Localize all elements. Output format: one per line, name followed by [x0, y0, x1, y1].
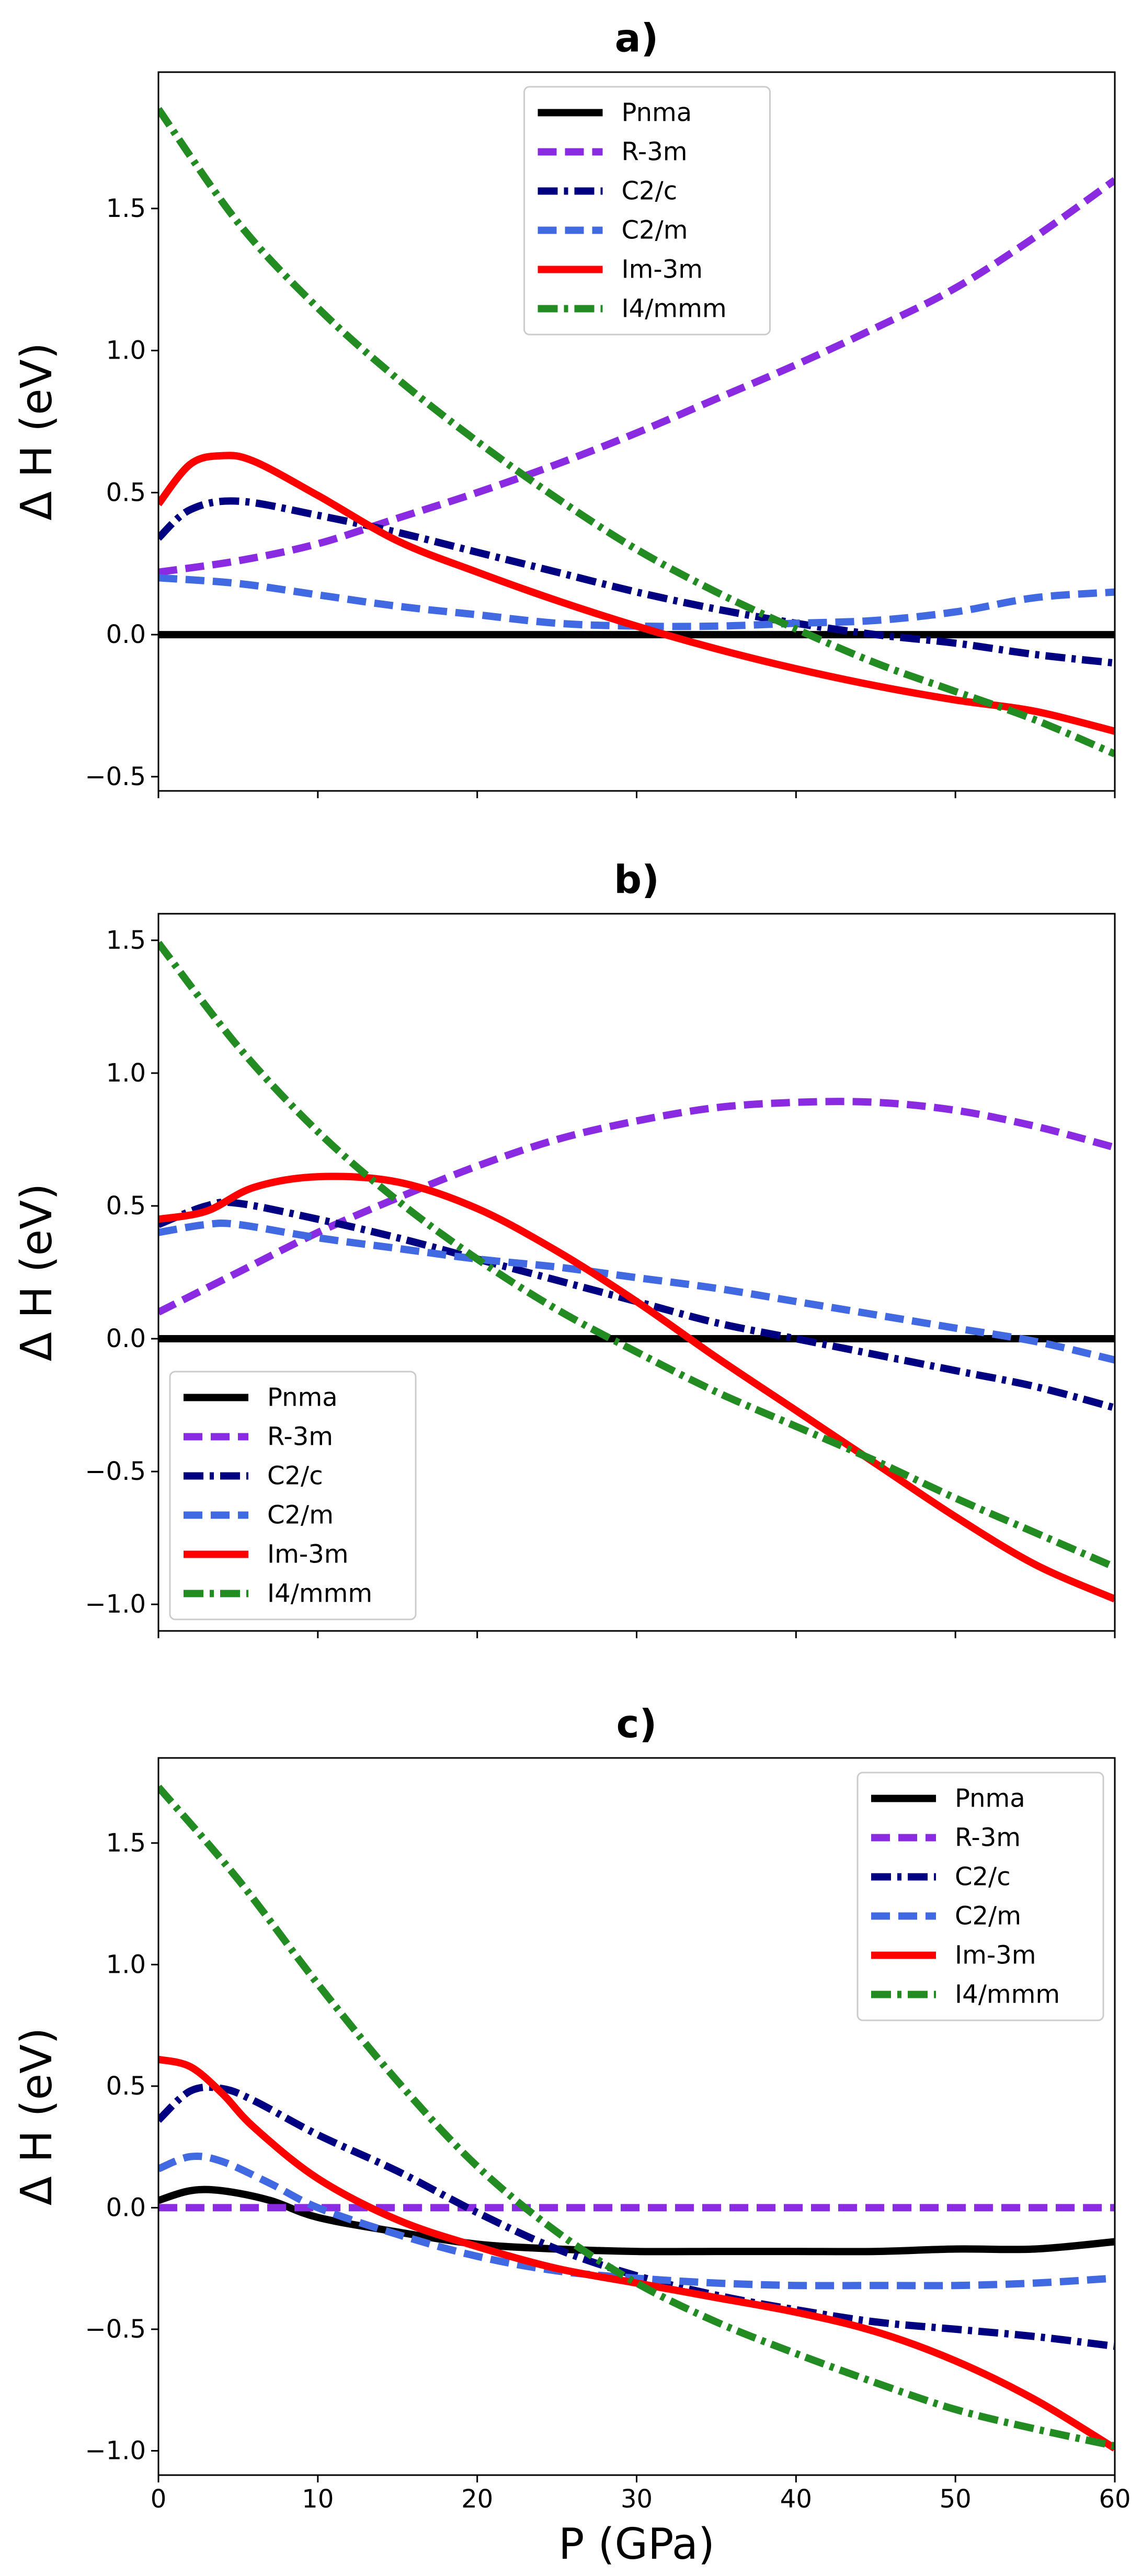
panel-b-ytick-label: −0.5: [85, 1457, 146, 1486]
panel-a-line-c2-c: [158, 497, 1115, 667]
panel-a-ylabel: Δ H (eV): [12, 342, 62, 520]
panel-a-series: [158, 107, 1115, 757]
panel-b-line-r-3m: [158, 1098, 1115, 1316]
panel-b-legend-label-im-3m: Im-3m: [267, 1540, 349, 1569]
panel-b-ylabel: Δ H (eV): [12, 1183, 62, 1361]
panel-b-legend-label-c2-m: C2/m: [267, 1501, 334, 1530]
panel-a-line-im-3m: [158, 452, 1115, 735]
panel-a-ytick-label: 1.0: [106, 336, 146, 365]
panel-b-series: [158, 940, 1115, 1603]
panel-c-line-c2-c: [158, 2083, 1115, 2350]
panel-b-line-im-3m: [158, 1172, 1115, 1603]
panel-c-ylabel: Δ H (eV): [12, 2028, 62, 2205]
panel-b-legend-label-pnma: Pnma: [267, 1383, 338, 1412]
panel-b-legend-label-c2-c: C2/c: [267, 1462, 323, 1491]
panel-a-ytick-label: 1.5: [106, 194, 146, 223]
panel-b-legend-label-i4-mmm: I4/mmm: [267, 1579, 372, 1608]
panel-c: c) 0 10 20 30 40 50 60 −1.0 −0.5 0.0 0.5 1.0 1.5 Δ H (…: [12, 1702, 1131, 2570]
panel-b-ytick-label: 0.0: [106, 1324, 146, 1353]
panel-c-ytick-label: 1.0: [106, 1950, 146, 1979]
panel-c-ytick-label: 0.0: [106, 2193, 146, 2222]
panel-c-line-pnma: [158, 2186, 1115, 2256]
panel-a-line-i4-mmm: [158, 107, 1115, 757]
panel-c-ytick-label: 1.5: [106, 1828, 146, 1858]
panel-c-legend-label-i4-mmm: I4/mmm: [955, 1980, 1060, 2009]
panel-a-ytick-label: 0.5: [106, 478, 146, 507]
panel-b-line-c2-m: [158, 1219, 1115, 1364]
panel-b-title: b): [614, 858, 659, 903]
panel-c-legend-label-c2-m: C2/m: [955, 1902, 1021, 1931]
panel-c-ytick-label: 0.5: [106, 2072, 146, 2101]
panel-a-line-r-3m: [158, 177, 1115, 576]
panel-c-legend: Pnma R-3m C2/c C2/m Im-3m I4/mmm: [856, 1772, 1104, 2021]
panel-a-title: a): [615, 16, 659, 61]
panel-a-legend-label-pnma: Pnma: [622, 98, 692, 128]
panel-a-legend: Pnma R-3m C2/c C2/m Im-3m I4/mmm: [523, 86, 771, 336]
panel-c-xtick-label: 30: [621, 2485, 653, 2514]
panel-c-xtick-label: 10: [302, 2485, 334, 2514]
panel-c-ytick-label: −1.0: [85, 2436, 146, 2465]
panel-c-xtick-label: 50: [940, 2485, 972, 2514]
panel-a: a) −0.5 0.0 0.5 1.0 1.5 Δ H (eV) Pnma R-3m C2/c C2…: [12, 16, 1116, 798]
panel-c-line-im-3m: [158, 2055, 1115, 2452]
panel-a-ytick-label: 0.0: [106, 620, 146, 649]
panel-a-legend-label-i4-mmm: I4/mmm: [622, 294, 727, 324]
panel-c-ytick-label: −0.5: [85, 2315, 146, 2344]
panel-b-legend-label-r-3m: R-3m: [267, 1422, 333, 1452]
panel-a-legend-label-c2-m: C2/m: [622, 216, 688, 245]
panel-c-legend-label-pnma: Pnma: [955, 1784, 1025, 1813]
panel-c-xtick-label: 0: [151, 2485, 167, 2514]
panel-a-legend-label-im-3m: Im-3m: [622, 255, 703, 284]
panel-b: b) −1.0 −0.5 0.0 0.5 1.0 1.5 Δ H (eV) Pnma R-3m C2…: [12, 858, 1116, 1638]
panel-b-legend: Pnma R-3m C2/c C2/m Im-3m I4/mmm: [169, 1371, 417, 1620]
panel-c-xlabel: P (GPa): [558, 2520, 715, 2569]
panel-a-ytick-label: −0.5: [85, 762, 146, 791]
panel-b-line-c2-c: [158, 1198, 1115, 1411]
panel-c-xtick-label: 40: [780, 2485, 812, 2514]
panel-b-ytick-label: 0.5: [106, 1191, 146, 1221]
panel-c-xtick-label: 20: [461, 2485, 493, 2514]
panel-b-ytick-label: −1.0: [85, 1590, 146, 1619]
panel-a-legend-label-c2-c: C2/c: [622, 177, 678, 206]
panel-b-ytick-label: 1.5: [106, 926, 146, 955]
panel-a-legend-label-r-3m: R-3m: [622, 137, 688, 167]
panel-c-title: c): [616, 1702, 657, 1747]
panel-b-line-i4-mmm: [158, 940, 1115, 1571]
panel-c-series: [158, 1785, 1115, 2452]
panel-c-xtick-label: 60: [1099, 2485, 1130, 2514]
panel-b-ytick-label: 1.0: [106, 1059, 146, 1088]
panel-c-line-c2-m: [158, 2152, 1115, 2290]
panel-c-legend-label-im-3m: Im-3m: [955, 1941, 1036, 1970]
panel-c-legend-label-r-3m: R-3m: [955, 1823, 1021, 1853]
panel-c-legend-label-c2-c: C2/c: [955, 1862, 1011, 1892]
panel-c-line-i4-mmm: [158, 1785, 1115, 2450]
